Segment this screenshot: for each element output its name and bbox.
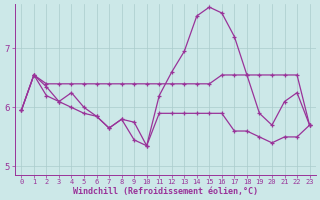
X-axis label: Windchill (Refroidissement éolien,°C): Windchill (Refroidissement éolien,°C): [73, 187, 258, 196]
